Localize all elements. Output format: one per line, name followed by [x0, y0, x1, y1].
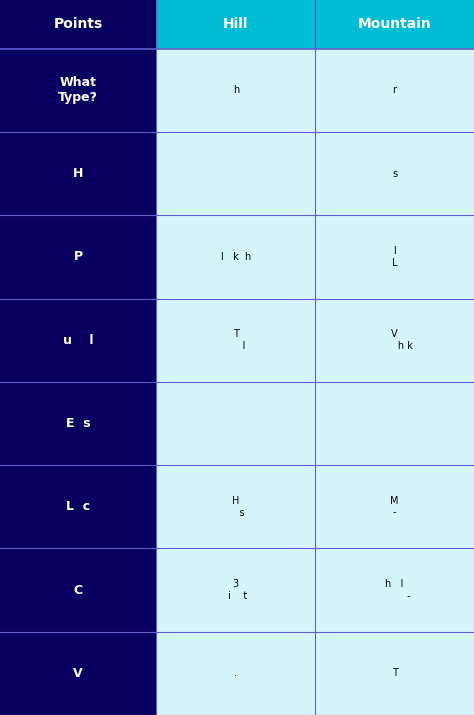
- Bar: [315, 382, 474, 465]
- Bar: [315, 0, 474, 49]
- Bar: [156, 382, 315, 465]
- Bar: [156, 49, 315, 132]
- Bar: [0, 382, 156, 465]
- Bar: [156, 132, 315, 215]
- Bar: [315, 465, 474, 548]
- Bar: [315, 548, 474, 632]
- Bar: [315, 132, 474, 215]
- Text: s: s: [392, 169, 397, 179]
- Text: Mountain: Mountain: [358, 17, 431, 31]
- Text: C: C: [73, 583, 83, 596]
- Text: H
    s: H s: [227, 496, 245, 518]
- Text: l
L: l L: [392, 246, 397, 267]
- Bar: [156, 0, 315, 49]
- Bar: [156, 465, 315, 548]
- Text: Hill: Hill: [223, 17, 248, 31]
- Bar: [0, 632, 156, 715]
- Text: H: H: [73, 167, 83, 180]
- Bar: [0, 548, 156, 632]
- Text: V
       h k: V h k: [376, 330, 413, 351]
- Bar: [0, 49, 156, 132]
- Text: What
Type?: What Type?: [58, 77, 98, 104]
- Text: l   k  h: l k h: [221, 252, 251, 262]
- Text: M
-: M -: [391, 496, 399, 518]
- Text: Points: Points: [54, 17, 103, 31]
- Text: r: r: [392, 85, 397, 95]
- Bar: [156, 215, 315, 299]
- Text: E  s: E s: [66, 417, 91, 430]
- Bar: [156, 632, 315, 715]
- Text: u    l: u l: [63, 334, 93, 347]
- Bar: [0, 0, 156, 49]
- Bar: [315, 632, 474, 715]
- Text: 3
 i    t: 3 i t: [225, 579, 247, 601]
- Bar: [156, 548, 315, 632]
- Text: V: V: [73, 667, 83, 680]
- Text: T
     l: T l: [227, 330, 245, 351]
- Bar: [0, 465, 156, 548]
- Text: T: T: [392, 669, 398, 679]
- Bar: [315, 299, 474, 382]
- Text: .: .: [234, 669, 237, 679]
- Text: h   l
         -: h l -: [379, 579, 410, 601]
- Text: P: P: [73, 250, 83, 263]
- Bar: [315, 215, 474, 299]
- Bar: [0, 299, 156, 382]
- Bar: [0, 132, 156, 215]
- Text: L  c: L c: [66, 500, 90, 513]
- Bar: [315, 49, 474, 132]
- Bar: [0, 215, 156, 299]
- Bar: [156, 299, 315, 382]
- Text: h: h: [233, 85, 239, 95]
